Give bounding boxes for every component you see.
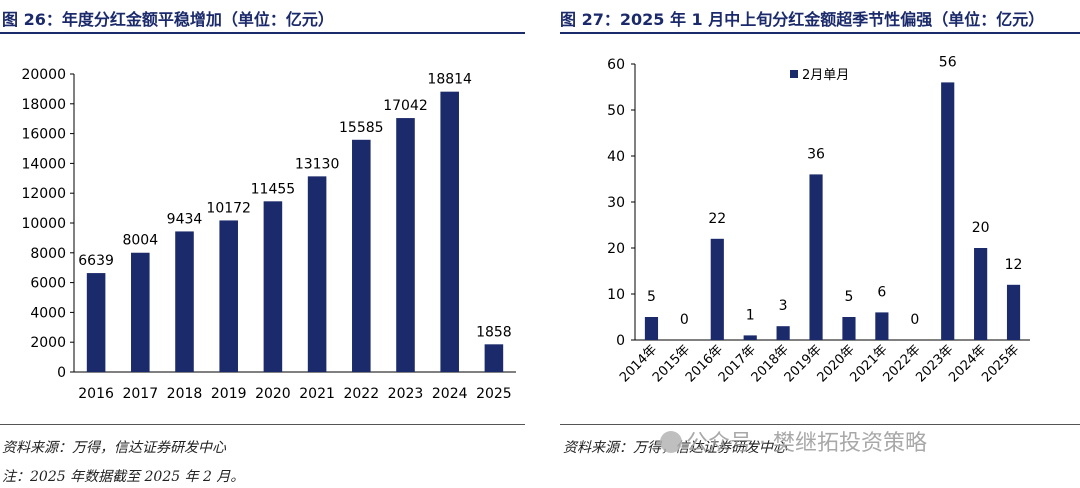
y-tick-label: 20 xyxy=(607,241,625,257)
bar xyxy=(776,326,790,340)
data-label: 1 xyxy=(746,307,755,323)
y-tick-label: 30 xyxy=(607,195,625,211)
bar xyxy=(86,273,106,372)
data-label: 9434 xyxy=(167,211,203,227)
bar xyxy=(263,201,283,372)
left-chart-title: 图 26：年度分红金额平稳增加（单位：亿元） xyxy=(2,10,334,29)
bar xyxy=(644,317,659,340)
y-tick-label: 14000 xyxy=(21,156,66,172)
bar xyxy=(484,344,504,372)
left-source-rule xyxy=(0,424,525,425)
data-label: 18814 xyxy=(427,72,472,88)
bar xyxy=(809,174,823,340)
watermark: 公众号 · 樊继拓投资策略 xyxy=(660,425,927,457)
x-tick-label: 2021 xyxy=(299,386,335,402)
x-tick-label: 2017 xyxy=(122,386,158,402)
x-tick-label: 2025年 xyxy=(979,342,1022,385)
bar xyxy=(175,231,194,372)
x-tick-label: 2025 xyxy=(476,386,512,402)
y-tick-label: 0 xyxy=(616,333,625,349)
data-label: 6639 xyxy=(78,253,114,269)
bar xyxy=(842,317,856,340)
bar xyxy=(131,252,150,372)
right-bar-chart: 01020304050602月单月52014年02015年222016年1201… xyxy=(607,54,1030,385)
y-tick-label: 4000 xyxy=(30,305,66,321)
y-tick-label: 18000 xyxy=(21,97,66,113)
data-label: 10172 xyxy=(206,200,251,216)
x-tick-label: 2016 xyxy=(78,386,114,402)
bar xyxy=(974,248,988,340)
y-tick-label: 8000 xyxy=(30,246,66,262)
bar xyxy=(307,176,327,372)
y-tick-label: 0 xyxy=(57,365,66,381)
y-tick-label: 10000 xyxy=(21,216,66,232)
y-tick-label: 16000 xyxy=(21,127,66,143)
x-tick-label: 2024 xyxy=(432,386,468,402)
x-tick-label: 2022 xyxy=(343,386,379,402)
data-label: 6 xyxy=(877,284,886,300)
y-tick-label: 12000 xyxy=(21,186,66,202)
y-tick-label: 40 xyxy=(607,149,625,165)
bar xyxy=(440,91,459,373)
data-label: 36 xyxy=(807,146,825,162)
y-tick-label: 6000 xyxy=(30,276,66,292)
legend-swatch xyxy=(790,70,798,78)
left-bar-chart: 0 2000 4000 6000 8000 10000 12000 14000 16000 180… xyxy=(21,67,516,402)
bar xyxy=(219,220,238,372)
bar xyxy=(743,335,757,340)
data-label: 11455 xyxy=(251,181,296,197)
bar xyxy=(1006,284,1021,340)
y-tick-label: 10 xyxy=(607,287,625,303)
data-label: 13130 xyxy=(295,156,340,172)
data-label: 17042 xyxy=(383,98,428,114)
x-tick-label: 2018 xyxy=(167,386,203,402)
wechat-icon xyxy=(660,431,682,453)
data-label: 12 xyxy=(1005,257,1023,273)
x-tick-label: 2020 xyxy=(255,386,291,402)
legend-label: 2月单月 xyxy=(802,68,849,83)
left-title-rule xyxy=(0,32,525,34)
left-source-text: 资料来源：万得，信达证券研发中心 xyxy=(2,440,226,456)
data-label: 5 xyxy=(647,289,656,305)
bar xyxy=(710,238,724,340)
right-chart-title: 图 27：2025 年 1 月中上旬分红金额超季节性偏强（单位：亿元） xyxy=(560,10,1045,29)
watermark-text: 公众号 · 樊继拓投资策略 xyxy=(686,431,927,456)
y-tick-label: 20000 xyxy=(21,67,66,83)
y-tick-label: 2000 xyxy=(30,335,66,351)
y-tick-label: 60 xyxy=(607,57,625,73)
right-title-rule xyxy=(560,32,1080,34)
data-label: 1858 xyxy=(476,324,512,340)
x-tick-label: 2019 xyxy=(211,386,247,402)
data-label: 15585 xyxy=(339,120,384,136)
bar xyxy=(396,118,415,372)
data-label: 0 xyxy=(680,312,689,328)
data-label: 3 xyxy=(779,298,788,314)
bar xyxy=(941,82,955,341)
right-source-rule xyxy=(560,424,1080,425)
left-note-text: 注：2025 年数据截至 2025 年 2 月。 xyxy=(2,469,245,485)
data-label: 20 xyxy=(972,220,990,236)
y-tick-label: 50 xyxy=(607,103,625,119)
bar xyxy=(352,139,371,372)
data-label: 0 xyxy=(910,312,919,328)
data-label: 22 xyxy=(708,211,726,227)
data-label: 8004 xyxy=(122,233,158,249)
data-label: 5 xyxy=(844,289,853,305)
bar xyxy=(875,312,889,340)
data-label: 56 xyxy=(939,54,957,70)
x-tick-label: 2023 xyxy=(388,386,424,402)
